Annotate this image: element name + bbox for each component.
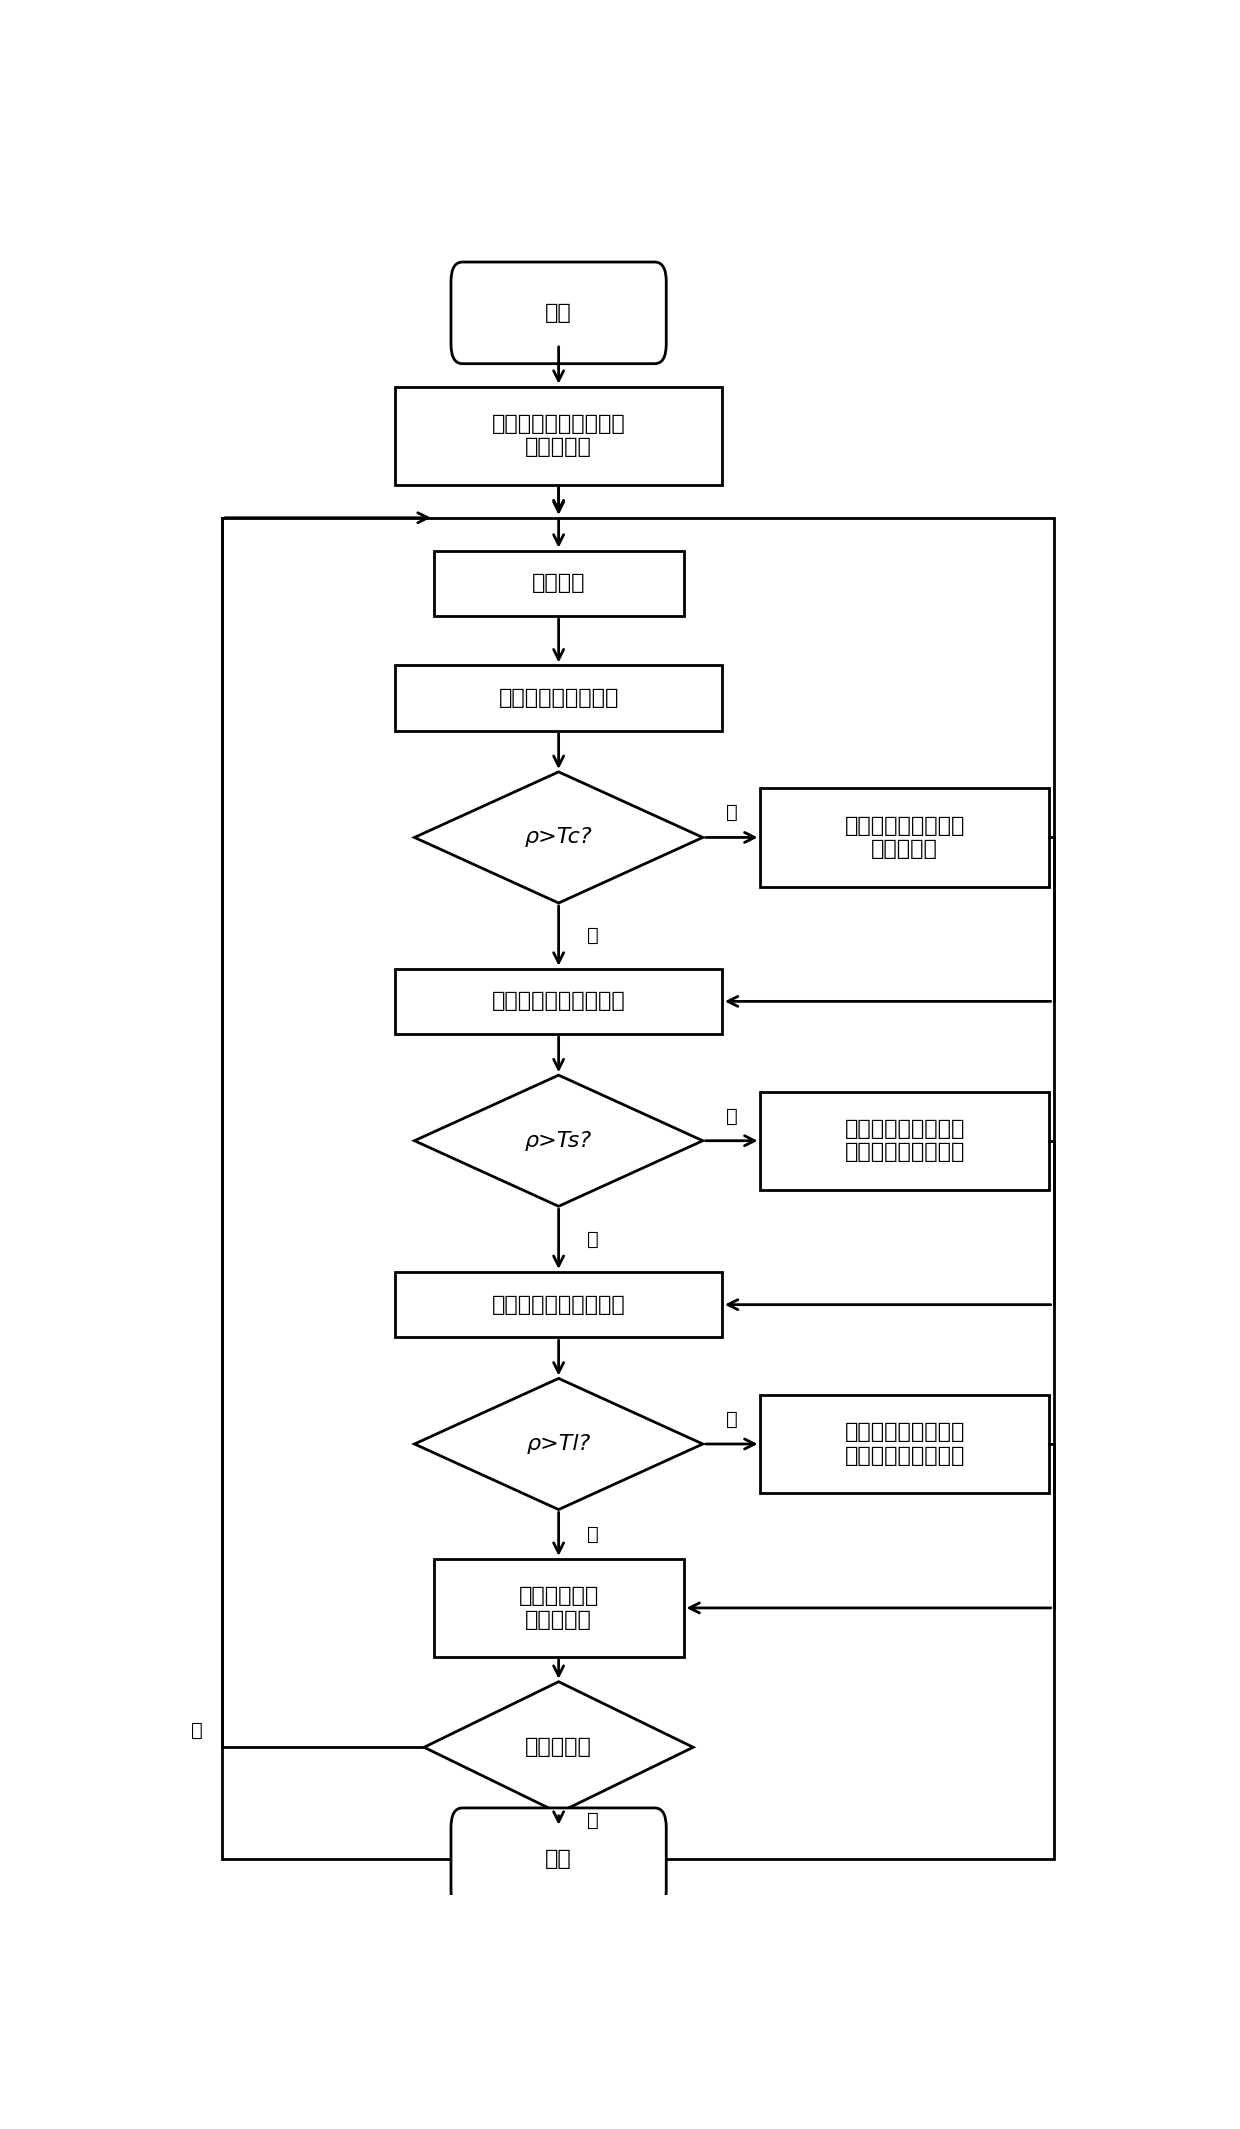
Text: 更新当前模板、时空
上下文模型: 更新当前模板、时空 上下文模型: [844, 815, 965, 858]
Text: 与当前模板进行匹配: 与当前模板进行匹配: [498, 688, 619, 709]
Text: 最后一帧？: 最后一帧？: [526, 1737, 591, 1756]
Text: ρ>Tl?: ρ>Tl?: [527, 1435, 590, 1454]
Bar: [396, 969, 722, 1035]
Text: 将估计模板作
为当前模板: 将估计模板作 为当前模板: [518, 1586, 599, 1629]
Bar: [222, 517, 1054, 1859]
Bar: [396, 1271, 722, 1337]
Bar: [434, 1558, 683, 1656]
Text: 是: 是: [725, 1409, 738, 1429]
Text: 初始化记忆空间和时空
上下文信息: 初始化记忆空间和时空 上下文信息: [492, 415, 625, 458]
Text: 否: 否: [588, 1524, 599, 1544]
Text: ρ>Ts?: ρ>Ts?: [525, 1130, 593, 1150]
Text: 更新记忆空间匹配模
板、时空上下文模型: 更新记忆空间匹配模 板、时空上下文模型: [844, 1120, 965, 1162]
Text: 长时记忆空间寻找匹配: 长时记忆空间寻找匹配: [492, 1294, 625, 1314]
Text: 是: 是: [725, 803, 738, 822]
Bar: [396, 664, 722, 730]
Bar: [760, 788, 1049, 886]
FancyBboxPatch shape: [451, 262, 666, 364]
FancyBboxPatch shape: [451, 1808, 666, 1910]
Text: 是: 是: [588, 1812, 599, 1829]
Text: 目标估计: 目标估计: [532, 573, 585, 594]
Text: 短时记忆空间寻找匹配: 短时记忆空间寻找匹配: [492, 992, 625, 1011]
Bar: [760, 1394, 1049, 1492]
Bar: [396, 387, 722, 485]
Text: 结束: 结束: [546, 1848, 572, 1869]
Polygon shape: [414, 1075, 703, 1207]
Bar: [434, 551, 683, 615]
Polygon shape: [414, 1377, 703, 1509]
Text: ρ>Tc?: ρ>Tc?: [525, 828, 593, 847]
Bar: [760, 1092, 1049, 1190]
Text: 更新记忆空间匹配模
板、时空上下文模型: 更新记忆空间匹配模 板、时空上下文模型: [844, 1422, 965, 1465]
Text: 否: 否: [191, 1722, 203, 1739]
Text: 否: 否: [588, 926, 599, 945]
Text: 否: 否: [588, 1231, 599, 1248]
Polygon shape: [424, 1682, 693, 1814]
Text: 开始: 开始: [546, 302, 572, 324]
Text: 是: 是: [725, 1107, 738, 1126]
Polygon shape: [414, 773, 703, 903]
